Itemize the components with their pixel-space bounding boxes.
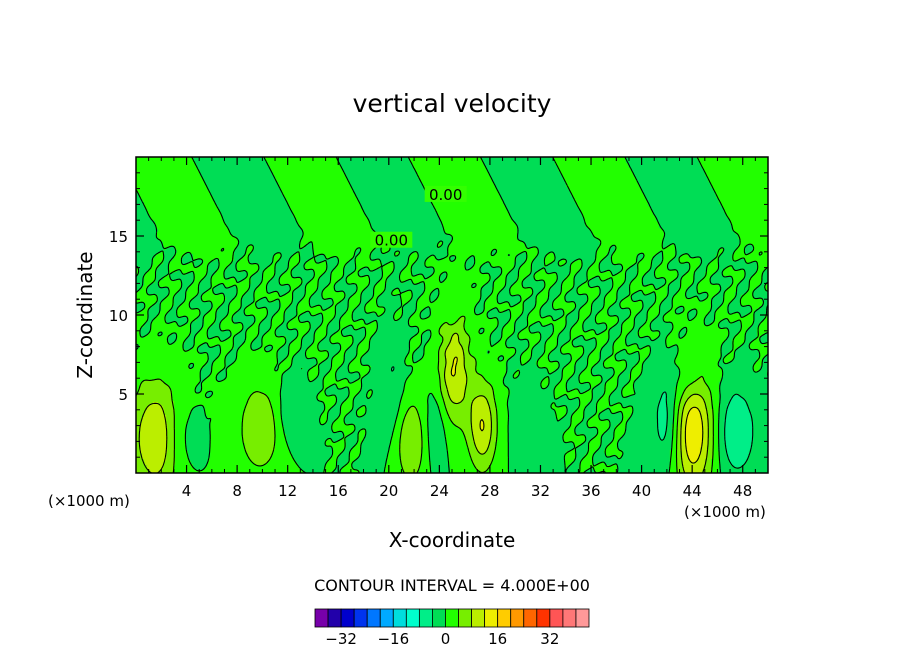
colorbar-swatch	[445, 608, 459, 628]
plot-area	[135, 156, 769, 474]
colorbar-swatch	[484, 608, 499, 628]
colorbar-swatch	[405, 608, 420, 628]
colorbar-tick-label: −32	[325, 630, 357, 648]
x-tick-label: 8	[232, 482, 242, 500]
x-axis-label: X-coordinate	[389, 528, 516, 552]
colorbar-swatch	[549, 608, 564, 628]
colorbar-tick-label: −16	[377, 630, 409, 648]
colorbar-swatch	[392, 608, 407, 628]
colorbar-swatch	[536, 608, 551, 628]
contour-labels: 0.00 0.00	[370, 185, 467, 250]
chart-title: vertical velocity	[353, 89, 552, 118]
x-tick-label: 16	[329, 482, 348, 500]
colorbar-swatch	[510, 608, 525, 628]
contour-lines	[136, 157, 768, 473]
y-tick-label: 10	[109, 307, 128, 325]
contour-interval-text: CONTOUR INTERVAL = 4.000E+00	[314, 576, 590, 595]
colorbar-swatch	[523, 608, 538, 628]
x-axis-ticks: 4 8 12 16 20 24 28 32 36 40 44 48	[148, 157, 756, 500]
colorbar-swatch	[458, 608, 472, 628]
colorbar-swatch	[432, 608, 446, 628]
x-tick-label: 24	[430, 482, 449, 500]
colorbar-swatch	[314, 608, 329, 628]
y-axis-ticks: 5 10 15	[109, 172, 768, 458]
colorbar-swatch	[366, 608, 381, 628]
x-tick-label: 20	[379, 482, 398, 500]
colorbar-swatch	[340, 608, 355, 628]
y-axis-label: Z-coordinate	[73, 251, 97, 378]
x-tick-label: 44	[683, 482, 702, 500]
colorbar-labels: −32 −16 0 16 32	[325, 630, 559, 648]
y-tick-label: 5	[118, 386, 128, 404]
x-tick-label: 12	[278, 482, 297, 500]
colorbar-swatch	[379, 608, 394, 628]
x-tick-label: 36	[581, 482, 600, 500]
x-unit-right: (×1000 m)	[684, 503, 766, 521]
colorbar-swatch	[575, 608, 590, 628]
colorbar-swatch	[353, 608, 368, 628]
x-tick-label: 32	[531, 482, 550, 500]
contour-level	[136, 315, 714, 473]
contour-level	[138, 332, 709, 473]
colorbar-tick-label: 32	[540, 630, 559, 648]
colorbar	[314, 608, 590, 628]
colorbar-swatch	[562, 608, 577, 628]
x-tick-label: 48	[733, 482, 752, 500]
x-unit-left: (×1000 m)	[48, 492, 130, 510]
velocity-field-image	[136, 157, 768, 473]
y-tick-label: 15	[109, 228, 128, 246]
contour-level	[450, 356, 704, 464]
contour-label-bg	[370, 231, 413, 248]
colorbar-tick-label: 0	[441, 630, 451, 648]
colorbar-swatch	[418, 608, 433, 628]
contour-label: 0.00	[429, 186, 462, 204]
contour-level	[390, 366, 754, 469]
colorbar-swatch	[327, 608, 342, 628]
colorbar-tick-label: 16	[488, 630, 507, 648]
contour-label: 0.00	[375, 232, 408, 250]
colorbar-swatch	[471, 608, 486, 628]
x-tick-label: 28	[480, 482, 499, 500]
contour-level	[136, 157, 768, 473]
contour-label-bg	[424, 185, 467, 202]
x-tick-label: 4	[182, 482, 192, 500]
x-tick-label: 40	[632, 482, 651, 500]
colorbar-swatch	[497, 608, 512, 628]
